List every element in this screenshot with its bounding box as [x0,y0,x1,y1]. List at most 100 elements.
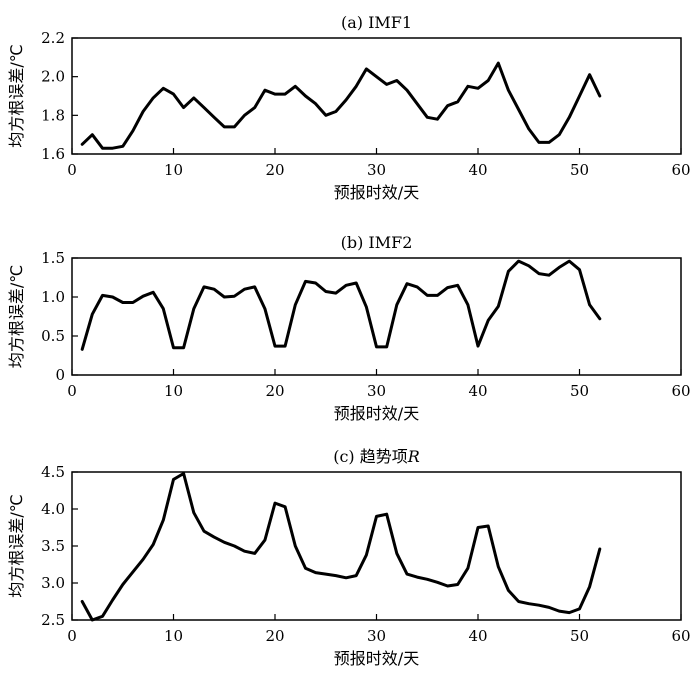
x-tick-label: 20 [265,161,284,179]
data-point [355,282,358,284]
data-point [304,567,307,569]
data-point [335,110,337,113]
data-point [578,268,581,271]
data-point [426,294,429,297]
data-point [436,118,439,120]
data-point [385,513,388,515]
x-axis-label: 预报时效/天 [334,649,419,668]
data-point [355,85,358,88]
data-point [436,294,439,297]
data-point [528,602,530,605]
data-point [233,295,236,298]
data-point [446,585,449,587]
data-point [497,305,500,308]
data-point [528,128,530,130]
data-point [578,608,581,610]
data-point [243,550,246,552]
data-point [375,75,378,78]
data-point [548,274,550,277]
data-point [477,526,479,529]
data-point [487,79,490,82]
y-tick-label: 1.0 [41,288,65,306]
data-point [253,106,256,109]
data-point [81,348,83,351]
data-point [264,539,266,541]
data-point [162,519,165,521]
data-point [314,571,317,574]
x-tick-label: 40 [468,627,487,645]
data-point [132,571,134,573]
data-point [142,110,144,113]
data-point [325,290,327,293]
data-point [548,141,550,144]
data-point [111,599,114,601]
data-point [588,73,591,76]
data-point [294,304,297,306]
data-point [538,604,540,606]
data-point [548,606,550,609]
y-tick-label: 1.6 [41,145,65,163]
data-point [81,143,83,146]
data-point [182,106,185,109]
data-point [517,108,520,111]
y-tick-label: 4.0 [41,500,65,518]
panel-title: (a) IMF1 [341,13,412,32]
data-point [325,114,327,117]
data-point [152,291,154,294]
x-tick-label: 50 [570,627,589,645]
data-point [233,545,236,547]
data-point [507,89,510,91]
series-line [80,472,602,622]
x-tick-label: 0 [67,382,77,400]
data-point [477,345,479,347]
data-point [568,260,571,262]
data-point [517,260,520,262]
x-tick-label: 10 [164,382,183,400]
data-point [213,536,215,538]
data-point [588,304,591,306]
data-point [243,288,246,291]
y-tick-label: 2.0 [41,68,65,86]
data-point [396,79,398,82]
data-point [497,565,500,568]
data-point [294,545,297,547]
data-point [91,619,94,621]
data-point [213,288,215,291]
data-point [345,99,347,101]
data-point [203,106,205,109]
y-tick-label: 4.5 [41,463,65,481]
series-line [80,61,602,150]
data-point [456,284,459,287]
x-tick-label: 60 [671,382,690,400]
y-tick-label: 1.8 [41,106,65,124]
data-point [182,472,185,475]
data-point [132,301,134,304]
data-point [213,116,215,119]
x-tick-label: 0 [67,161,77,179]
data-point [345,577,347,579]
series-line [80,259,602,351]
data-point [517,600,520,603]
panel-title-text: (c) 趋势项 [333,447,408,466]
x-tick-label: 10 [164,161,183,179]
data-point [558,610,560,612]
x-axis-label: 预报时效/天 [334,404,419,423]
plot-frame [71,471,682,621]
data-point [599,95,601,97]
data-point [426,578,429,581]
data-point [345,284,347,287]
data-point [223,126,226,128]
data-point [456,583,459,586]
data-point [81,600,83,603]
data-point [162,87,165,90]
data-point [375,515,378,518]
panel-title-text: (a) IMF1 [341,13,412,32]
x-tick-label: 20 [265,627,284,645]
data-point [284,93,286,95]
y-tick-label: 1.5 [41,249,65,267]
data-point [284,345,286,347]
data-point [294,85,297,88]
x-tick-label: 50 [570,382,589,400]
x-tick-label: 30 [367,382,386,400]
data-point [558,266,560,269]
